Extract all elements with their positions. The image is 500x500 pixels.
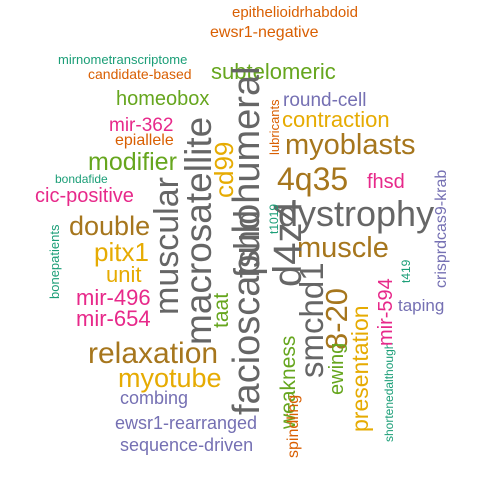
cloud-word: presentation <box>347 305 373 432</box>
cloud-word: 4q35 <box>277 161 349 197</box>
cloud-word: mir-362 <box>109 115 174 136</box>
cloud-word: dystrophy <box>278 193 435 234</box>
cloud-word: muscle <box>297 232 389 264</box>
cloud-word: t419 <box>399 259 413 283</box>
cloud-word: candidate-based <box>88 66 192 82</box>
cloud-word: mirnometranscriptome <box>58 52 188 67</box>
cloud-word: ewsr1-rearranged <box>115 413 258 433</box>
cloud-word: cd99 <box>209 141 239 198</box>
cloud-word: combing <box>120 388 189 408</box>
cloud-word: round-cell <box>283 90 367 111</box>
cloud-word: pitx1 <box>94 237 149 267</box>
cloud-word: subtelomeric <box>211 59 336 84</box>
cloud-word: sequence-driven <box>120 435 254 455</box>
cloud-word: homeobox <box>116 88 210 110</box>
cloud-word: taat <box>210 292 233 328</box>
cloud-word: ewing <box>326 342 348 395</box>
cloud-word: double <box>69 211 151 241</box>
cloud-word: fhsd <box>367 171 405 193</box>
cloud-word: epithelioidrhabdoid <box>232 4 358 21</box>
cloud-word: bondafide <box>55 172 108 186</box>
cloud-word: t1019 <box>267 203 281 234</box>
cloud-word: shortenedalthough <box>382 342 396 442</box>
cloud-word: unit <box>106 262 142 287</box>
cloud-word: myotube <box>118 363 222 393</box>
cloud-word: myoblasts <box>285 129 416 161</box>
cloud-word: fshd <box>226 209 267 278</box>
cloud-word: contraction <box>282 107 390 132</box>
cloud-word: spindling <box>285 394 302 458</box>
cloud-word: bonepatients <box>47 224 62 299</box>
cloud-word: lubricants <box>267 99 282 155</box>
cloud-word: modifier <box>88 148 177 176</box>
cloud-word: cic-positive <box>35 185 134 207</box>
cloud-word: relaxation <box>88 337 219 370</box>
cloud-word: mir-594 <box>375 278 397 346</box>
cloud-word: crisprdcas9-krab <box>433 169 450 288</box>
cloud-word: mir-496 <box>76 285 151 310</box>
cloud-word: epiallele <box>115 132 174 149</box>
cloud-word: ewsr1-negative <box>210 24 319 41</box>
cloud-word: taping <box>398 296 445 315</box>
cloud-word: mir-654 <box>76 306 151 331</box>
